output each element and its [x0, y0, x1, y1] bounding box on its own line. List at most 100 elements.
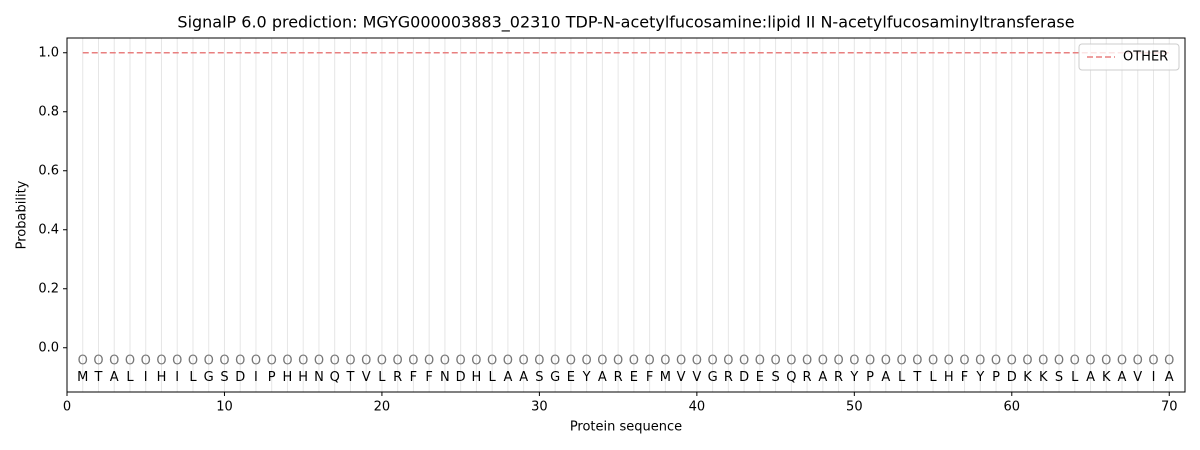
residue-label: A: [1086, 370, 1095, 385]
predicted-label: O: [345, 354, 355, 369]
residue-label: D: [235, 370, 245, 385]
predicted-label: O: [424, 354, 434, 369]
predicted-label: O: [1085, 354, 1095, 369]
residue-label: R: [803, 370, 812, 385]
residue-label: S: [535, 370, 543, 385]
residue-label: A: [881, 370, 890, 385]
residue-label: H: [472, 370, 482, 385]
predicted-label: O: [707, 354, 717, 369]
residue-label: H: [157, 370, 167, 385]
predicted-label: O: [314, 354, 324, 369]
predicted-label: O: [566, 354, 576, 369]
predicted-label: O: [1022, 354, 1032, 369]
predicted-label: O: [519, 354, 529, 369]
residue-label: K: [1023, 370, 1032, 385]
residue-label: E: [567, 370, 575, 385]
residue-label: S: [220, 370, 228, 385]
predicted-label: O: [755, 354, 765, 369]
residue-label: R: [834, 370, 843, 385]
residue-label: V: [362, 370, 371, 385]
predicted-label: O: [770, 354, 780, 369]
predicted-label: O: [645, 354, 655, 369]
y-tick-label: 0.8: [38, 104, 59, 119]
predicted-label: O: [408, 354, 418, 369]
residue-label: L: [378, 370, 386, 385]
y-tick-label: 0.6: [38, 163, 59, 178]
residue-label: V: [1133, 370, 1142, 385]
residue-label: G: [708, 370, 718, 385]
predicted-label: O: [550, 354, 560, 369]
residue-label: D: [739, 370, 749, 385]
predicted-label: O: [156, 354, 166, 369]
predicted-label: O: [78, 354, 88, 369]
predicted-label: O: [534, 354, 544, 369]
residue-label: V: [677, 370, 686, 385]
predicted-label: O: [487, 354, 497, 369]
residue-label: S: [771, 370, 779, 385]
predicted-label: O: [503, 354, 513, 369]
x-tick-label: 20: [374, 400, 391, 415]
predicted-label: O: [1038, 354, 1048, 369]
predicted-label: O: [975, 354, 985, 369]
predicted-label: O: [1007, 354, 1017, 369]
residue-label: S: [1055, 370, 1063, 385]
predicted-label: O: [377, 354, 387, 369]
y-tick-label: 1.0: [38, 45, 59, 60]
y-tick-label: 0.2: [38, 281, 59, 296]
residue-label: E: [630, 370, 638, 385]
predicted-label: O: [944, 354, 954, 369]
predicted-label: O: [1054, 354, 1064, 369]
predicted-label: O: [849, 354, 859, 369]
predicted-label: O: [1164, 354, 1174, 369]
residue-label: A: [1165, 370, 1174, 385]
residue-label: G: [204, 370, 214, 385]
predicted-label: O: [582, 354, 592, 369]
y-tick-label: 0.0: [38, 340, 59, 355]
residue-label: I: [144, 370, 148, 385]
residue-label: I: [254, 370, 258, 385]
residue-label: A: [110, 370, 119, 385]
predicted-label: O: [330, 354, 340, 369]
residue-label: V: [692, 370, 701, 385]
predicted-label: O: [881, 354, 891, 369]
predicted-label: O: [896, 354, 906, 369]
residue-label: R: [614, 370, 623, 385]
residue-label: G: [550, 370, 560, 385]
y-axis-label: Probability: [15, 180, 30, 249]
predicted-label: O: [1133, 354, 1143, 369]
residue-label: T: [94, 370, 103, 385]
predicted-label: O: [141, 354, 151, 369]
residue-label: Q: [786, 370, 796, 385]
predicted-label: O: [172, 354, 182, 369]
predicted-label: O: [440, 354, 450, 369]
residue-label: N: [314, 370, 324, 385]
residue-label: E: [756, 370, 764, 385]
x-tick-label: 10: [216, 400, 233, 415]
predicted-label: O: [93, 354, 103, 369]
residue-label: P: [992, 370, 1000, 385]
predicted-label: O: [109, 354, 119, 369]
predicted-label: O: [393, 354, 403, 369]
predicted-label: O: [282, 354, 292, 369]
predicted-label: O: [959, 354, 969, 369]
predicted-label: O: [456, 354, 466, 369]
residue-label: A: [503, 370, 512, 385]
residue-label: Y: [582, 370, 591, 385]
x-tick-label: 70: [1161, 400, 1178, 415]
predicted-label: O: [991, 354, 1001, 369]
residue-label: R: [393, 370, 402, 385]
residue-label: T: [345, 370, 354, 385]
residue-label: P: [866, 370, 874, 385]
x-tick-label: 0: [63, 400, 71, 415]
residue-label: L: [898, 370, 906, 385]
predicted-label: O: [361, 354, 371, 369]
residue-label: I: [175, 370, 179, 385]
predicted-label: O: [928, 354, 938, 369]
predicted-label: O: [739, 354, 749, 369]
residue-label: Y: [849, 370, 858, 385]
predicted-label: O: [298, 354, 308, 369]
predicted-label: O: [912, 354, 922, 369]
residue-label: H: [283, 370, 293, 385]
x-tick-label: 30: [531, 400, 548, 415]
